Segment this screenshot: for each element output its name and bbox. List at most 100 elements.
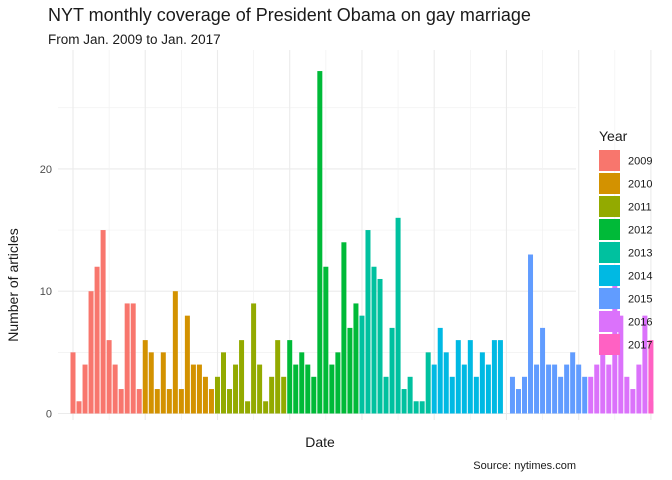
bar	[154, 389, 160, 414]
bar	[227, 389, 233, 414]
y-tick-label: 20	[40, 164, 52, 176]
legend-key-2016	[599, 311, 620, 332]
bar	[287, 340, 293, 414]
bar	[106, 340, 112, 414]
bar	[190, 364, 196, 414]
bar	[202, 376, 208, 414]
bar	[371, 266, 377, 414]
bar	[497, 340, 503, 414]
bar	[413, 401, 419, 414]
legend-key-2012	[599, 219, 620, 240]
bar	[570, 352, 576, 414]
bar	[94, 266, 100, 414]
bar	[347, 327, 353, 414]
legend-label-2016: 2016	[628, 317, 652, 329]
bar	[100, 230, 106, 414]
bar	[437, 327, 443, 414]
bar	[558, 376, 564, 414]
bar	[467, 340, 473, 414]
bar	[359, 315, 365, 414]
bar	[263, 401, 269, 414]
bar	[509, 376, 515, 414]
bar	[88, 291, 94, 414]
bar	[136, 389, 142, 414]
legend-label-2017: 2017	[628, 340, 652, 352]
bar	[425, 352, 431, 414]
bar	[196, 364, 202, 414]
bar	[642, 315, 648, 414]
bar	[540, 327, 546, 414]
legend-label-2009: 2009	[628, 156, 652, 168]
x-axis-title: Date	[305, 434, 335, 450]
bar	[461, 364, 467, 414]
bar	[491, 340, 497, 414]
bar	[118, 389, 124, 414]
bar	[407, 376, 413, 414]
bar	[648, 340, 654, 414]
bar	[245, 401, 251, 414]
chart-subtitle: From Jan. 2009 to Jan. 2017	[48, 32, 221, 47]
bar	[221, 352, 226, 414]
bar	[323, 266, 329, 414]
bar	[588, 376, 594, 414]
bar	[275, 340, 281, 414]
bar	[365, 230, 371, 414]
legend: Year 2009 2010 2011 2012 2013 2014 2015 2016 201…	[599, 128, 652, 355]
bar	[606, 364, 612, 414]
bar	[594, 364, 600, 414]
bar	[564, 364, 570, 414]
bar	[257, 364, 263, 414]
bar	[142, 340, 148, 414]
bar	[582, 376, 588, 414]
bar	[76, 401, 82, 414]
bar	[208, 389, 214, 414]
bar	[305, 364, 311, 414]
bar	[112, 364, 118, 414]
bar	[184, 315, 190, 414]
y-tick-label: 0	[46, 409, 52, 421]
bar	[311, 376, 317, 414]
bar	[389, 327, 395, 414]
chart-title: NYT monthly coverage of President Obama …	[48, 5, 531, 25]
bar	[239, 340, 245, 414]
bar	[600, 352, 606, 414]
bar	[214, 376, 220, 414]
bar	[160, 352, 166, 414]
bar	[522, 376, 527, 414]
legend-label-2015: 2015	[628, 294, 652, 306]
bars	[70, 71, 654, 414]
legend-key-2017	[599, 334, 620, 355]
bar	[624, 376, 630, 414]
bar	[299, 352, 305, 414]
legend-label-2012: 2012	[628, 225, 652, 237]
bar	[70, 352, 76, 414]
bar	[455, 340, 461, 414]
bar	[251, 303, 257, 414]
caption: Source: nytimes.com	[473, 460, 576, 472]
bar	[618, 315, 624, 414]
bar	[431, 364, 437, 414]
legend-label-2014: 2014	[628, 271, 652, 283]
bar	[630, 389, 636, 414]
bar	[233, 364, 239, 414]
bar	[178, 389, 184, 414]
legend-key-2014	[599, 265, 620, 286]
bar	[377, 278, 383, 414]
legend-key-2011	[599, 196, 620, 217]
bar	[353, 303, 359, 414]
bar	[636, 364, 642, 414]
bar	[124, 303, 130, 414]
bar	[281, 376, 287, 414]
bar	[293, 364, 299, 414]
legend-key-2009	[599, 150, 620, 171]
legend-title: Year	[599, 128, 628, 144]
bar	[443, 352, 449, 414]
bar	[166, 389, 172, 414]
bar	[329, 364, 335, 414]
bar	[269, 376, 275, 414]
bar	[395, 217, 401, 414]
bar	[546, 364, 552, 414]
bar	[528, 254, 534, 414]
bar	[479, 352, 485, 414]
bar	[576, 364, 582, 414]
